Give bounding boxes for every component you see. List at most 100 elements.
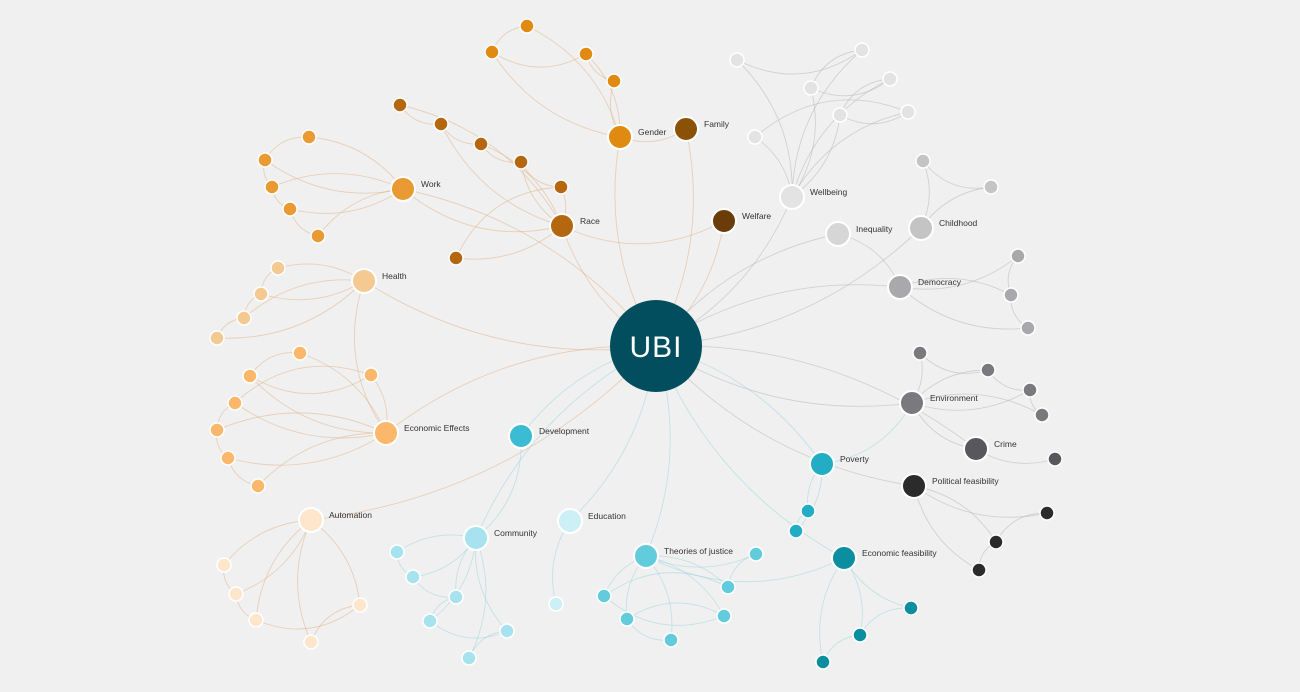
poverty-leaf-node[interactable] [788, 523, 804, 539]
wellbeing-leaf-node[interactable] [747, 129, 763, 145]
node-crime-circle[interactable] [963, 436, 989, 462]
node-health[interactable]: Health [351, 268, 407, 294]
theories-of-justice-leaf-node[interactable] [663, 632, 679, 648]
node-inequality-circle[interactable] [825, 221, 851, 247]
node-education[interactable]: Education [557, 508, 626, 534]
economic-effects-leaf-node[interactable] [250, 478, 266, 494]
childhood-leaf-node[interactable] [915, 153, 931, 169]
theories-of-justice-leaf-node[interactable] [716, 608, 732, 624]
race-leaf-node[interactable] [433, 116, 449, 132]
economic-effects-leaf-node[interactable] [363, 367, 379, 383]
node-economic-effects[interactable]: Economic Effects [373, 420, 470, 446]
democracy-leaf-node[interactable] [1020, 320, 1036, 336]
automation-leaf-node[interactable] [248, 612, 264, 628]
node-democracy[interactable]: Democracy [887, 274, 962, 300]
health-leaf-node[interactable] [236, 310, 252, 326]
community-leaf-node[interactable] [405, 569, 421, 585]
community-leaf-node[interactable] [461, 650, 477, 666]
wellbeing-leaf-node[interactable] [832, 107, 848, 123]
gender-leaf-node[interactable] [484, 44, 500, 60]
economic-effects-leaf-node[interactable] [292, 345, 308, 361]
node-wellbeing-circle[interactable] [779, 184, 805, 210]
center-node[interactable]: UBI [610, 300, 702, 392]
environment-leaf-node[interactable] [980, 362, 996, 378]
node-wellbeing[interactable]: Wellbeing [779, 184, 847, 210]
wellbeing-leaf-node[interactable] [854, 42, 870, 58]
environment-leaf-node[interactable] [912, 345, 928, 361]
work-leaf-node[interactable] [257, 152, 273, 168]
health-leaf-node[interactable] [253, 286, 269, 302]
node-environment-circle[interactable] [899, 390, 925, 416]
gender-leaf-node[interactable] [578, 46, 594, 62]
race-leaf-node[interactable] [448, 250, 464, 266]
wellbeing-leaf-node[interactable] [803, 80, 819, 96]
node-family[interactable]: Family [673, 116, 730, 142]
health-leaf-node[interactable] [209, 330, 225, 346]
childhood-leaf-node[interactable] [983, 179, 999, 195]
wellbeing-leaf-node[interactable] [900, 104, 916, 120]
node-poverty[interactable]: Poverty [809, 451, 870, 477]
political-feasibility-leaf-node[interactable] [971, 562, 987, 578]
work-leaf-node[interactable] [282, 201, 298, 217]
automation-leaf-node[interactable] [216, 557, 232, 573]
node-poverty-circle[interactable] [809, 451, 835, 477]
node-family-circle[interactable] [673, 116, 699, 142]
node-gender[interactable]: Gender [607, 124, 667, 150]
node-childhood-circle[interactable] [908, 215, 934, 241]
automation-leaf-node[interactable] [352, 597, 368, 613]
node-race-circle[interactable] [549, 213, 575, 239]
node-development-circle[interactable] [508, 423, 534, 449]
work-leaf-node[interactable] [301, 129, 317, 145]
node-education-circle[interactable] [557, 508, 583, 534]
node-inequality[interactable]: Inequality [825, 221, 893, 247]
node-community-circle[interactable] [463, 525, 489, 551]
economic-effects-leaf-node[interactable] [227, 395, 243, 411]
node-health-circle[interactable] [351, 268, 377, 294]
work-leaf-node[interactable] [310, 228, 326, 244]
economic-effects-leaf-node[interactable] [220, 450, 236, 466]
economic-feasibility-leaf-node[interactable] [903, 600, 919, 616]
node-welfare[interactable]: Welfare [711, 208, 771, 234]
wellbeing-leaf-node[interactable] [882, 71, 898, 87]
automation-leaf-node[interactable] [228, 586, 244, 602]
node-economic-feasibility[interactable]: Economic feasibility [831, 545, 937, 571]
gender-leaf-node[interactable] [606, 73, 622, 89]
node-community[interactable]: Community [463, 525, 538, 551]
automation-leaf-node[interactable] [303, 634, 319, 650]
wellbeing-leaf-node[interactable] [729, 52, 745, 68]
community-leaf-node[interactable] [422, 613, 438, 629]
education-leaf-node[interactable] [548, 596, 564, 612]
community-leaf-node[interactable] [389, 544, 405, 560]
node-work[interactable]: Work [390, 176, 441, 202]
economic-feasibility-leaf-node[interactable] [815, 654, 831, 670]
node-theories-of-justice-circle[interactable] [633, 543, 659, 569]
theories-of-justice-leaf-node[interactable] [596, 588, 612, 604]
gender-leaf-node[interactable] [519, 18, 535, 34]
environment-leaf-node[interactable] [1022, 382, 1038, 398]
race-leaf-node[interactable] [513, 154, 529, 170]
node-welfare-circle[interactable] [711, 208, 737, 234]
node-political-feasibility-circle[interactable] [901, 473, 927, 499]
crime-leaf-node[interactable] [1047, 451, 1063, 467]
poverty-leaf-node[interactable] [800, 503, 816, 519]
node-economic-effects-circle[interactable] [373, 420, 399, 446]
economic-feasibility-leaf-node[interactable] [852, 627, 868, 643]
theories-of-justice-leaf-node[interactable] [619, 611, 635, 627]
node-democracy-circle[interactable] [887, 274, 913, 300]
democracy-leaf-node[interactable] [1003, 287, 1019, 303]
community-leaf-node[interactable] [499, 623, 515, 639]
environment-leaf-node[interactable] [1034, 407, 1050, 423]
democracy-leaf-node[interactable] [1010, 248, 1026, 264]
community-leaf-node[interactable] [448, 589, 464, 605]
node-development[interactable]: Development [508, 423, 590, 449]
economic-effects-leaf-node[interactable] [209, 422, 225, 438]
node-economic-feasibility-circle[interactable] [831, 545, 857, 571]
node-political-feasibility[interactable]: Political feasibility [901, 473, 999, 499]
node-automation[interactable]: Automation [298, 507, 372, 533]
theories-of-justice-leaf-node[interactable] [720, 579, 736, 595]
node-race[interactable]: Race [549, 213, 600, 239]
political-feasibility-leaf-node[interactable] [1039, 505, 1055, 521]
work-leaf-node[interactable] [264, 179, 280, 195]
node-environment[interactable]: Environment [899, 390, 978, 416]
economic-effects-leaf-node[interactable] [242, 368, 258, 384]
